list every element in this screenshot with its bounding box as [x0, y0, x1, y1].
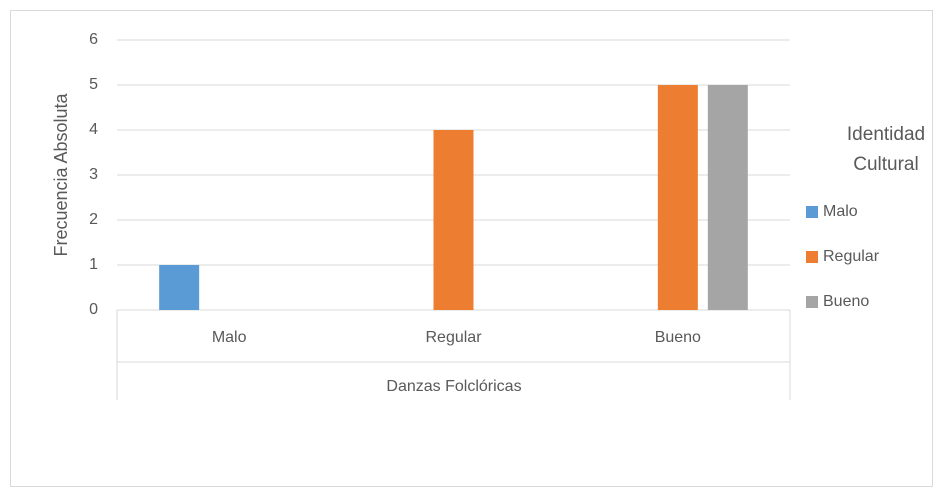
- y-axis-label: Frecuencia Absoluta: [51, 92, 71, 256]
- legend-swatch: [806, 296, 818, 308]
- x-tick-label: Regular: [425, 329, 482, 346]
- bar: [707, 85, 748, 310]
- legend-swatch: [806, 206, 818, 218]
- bar: [433, 130, 474, 310]
- y-tick-label: 1: [89, 256, 98, 273]
- bar: [159, 265, 200, 310]
- x-axis-label: Danzas Folclóricas: [386, 378, 521, 395]
- x-tick-label: Bueno: [655, 329, 701, 346]
- legend-swatch: [806, 251, 818, 263]
- legend-label: Malo: [823, 203, 858, 220]
- y-tick-label: 5: [89, 76, 98, 93]
- legend-label: Bueno: [823, 293, 869, 310]
- legend-label: Regular: [823, 248, 880, 265]
- y-tick-label: 4: [89, 121, 98, 138]
- y-tick-label: 6: [89, 31, 98, 48]
- y-tick-label: 0: [89, 301, 98, 318]
- x-tick-label: Malo: [212, 329, 247, 346]
- y-tick-label: 2: [89, 211, 98, 228]
- legend-title: Identidad Cultural: [846, 124, 926, 175]
- y-tick-label: 3: [89, 166, 98, 183]
- chart-border: [10, 10, 933, 487]
- bar: [657, 85, 698, 310]
